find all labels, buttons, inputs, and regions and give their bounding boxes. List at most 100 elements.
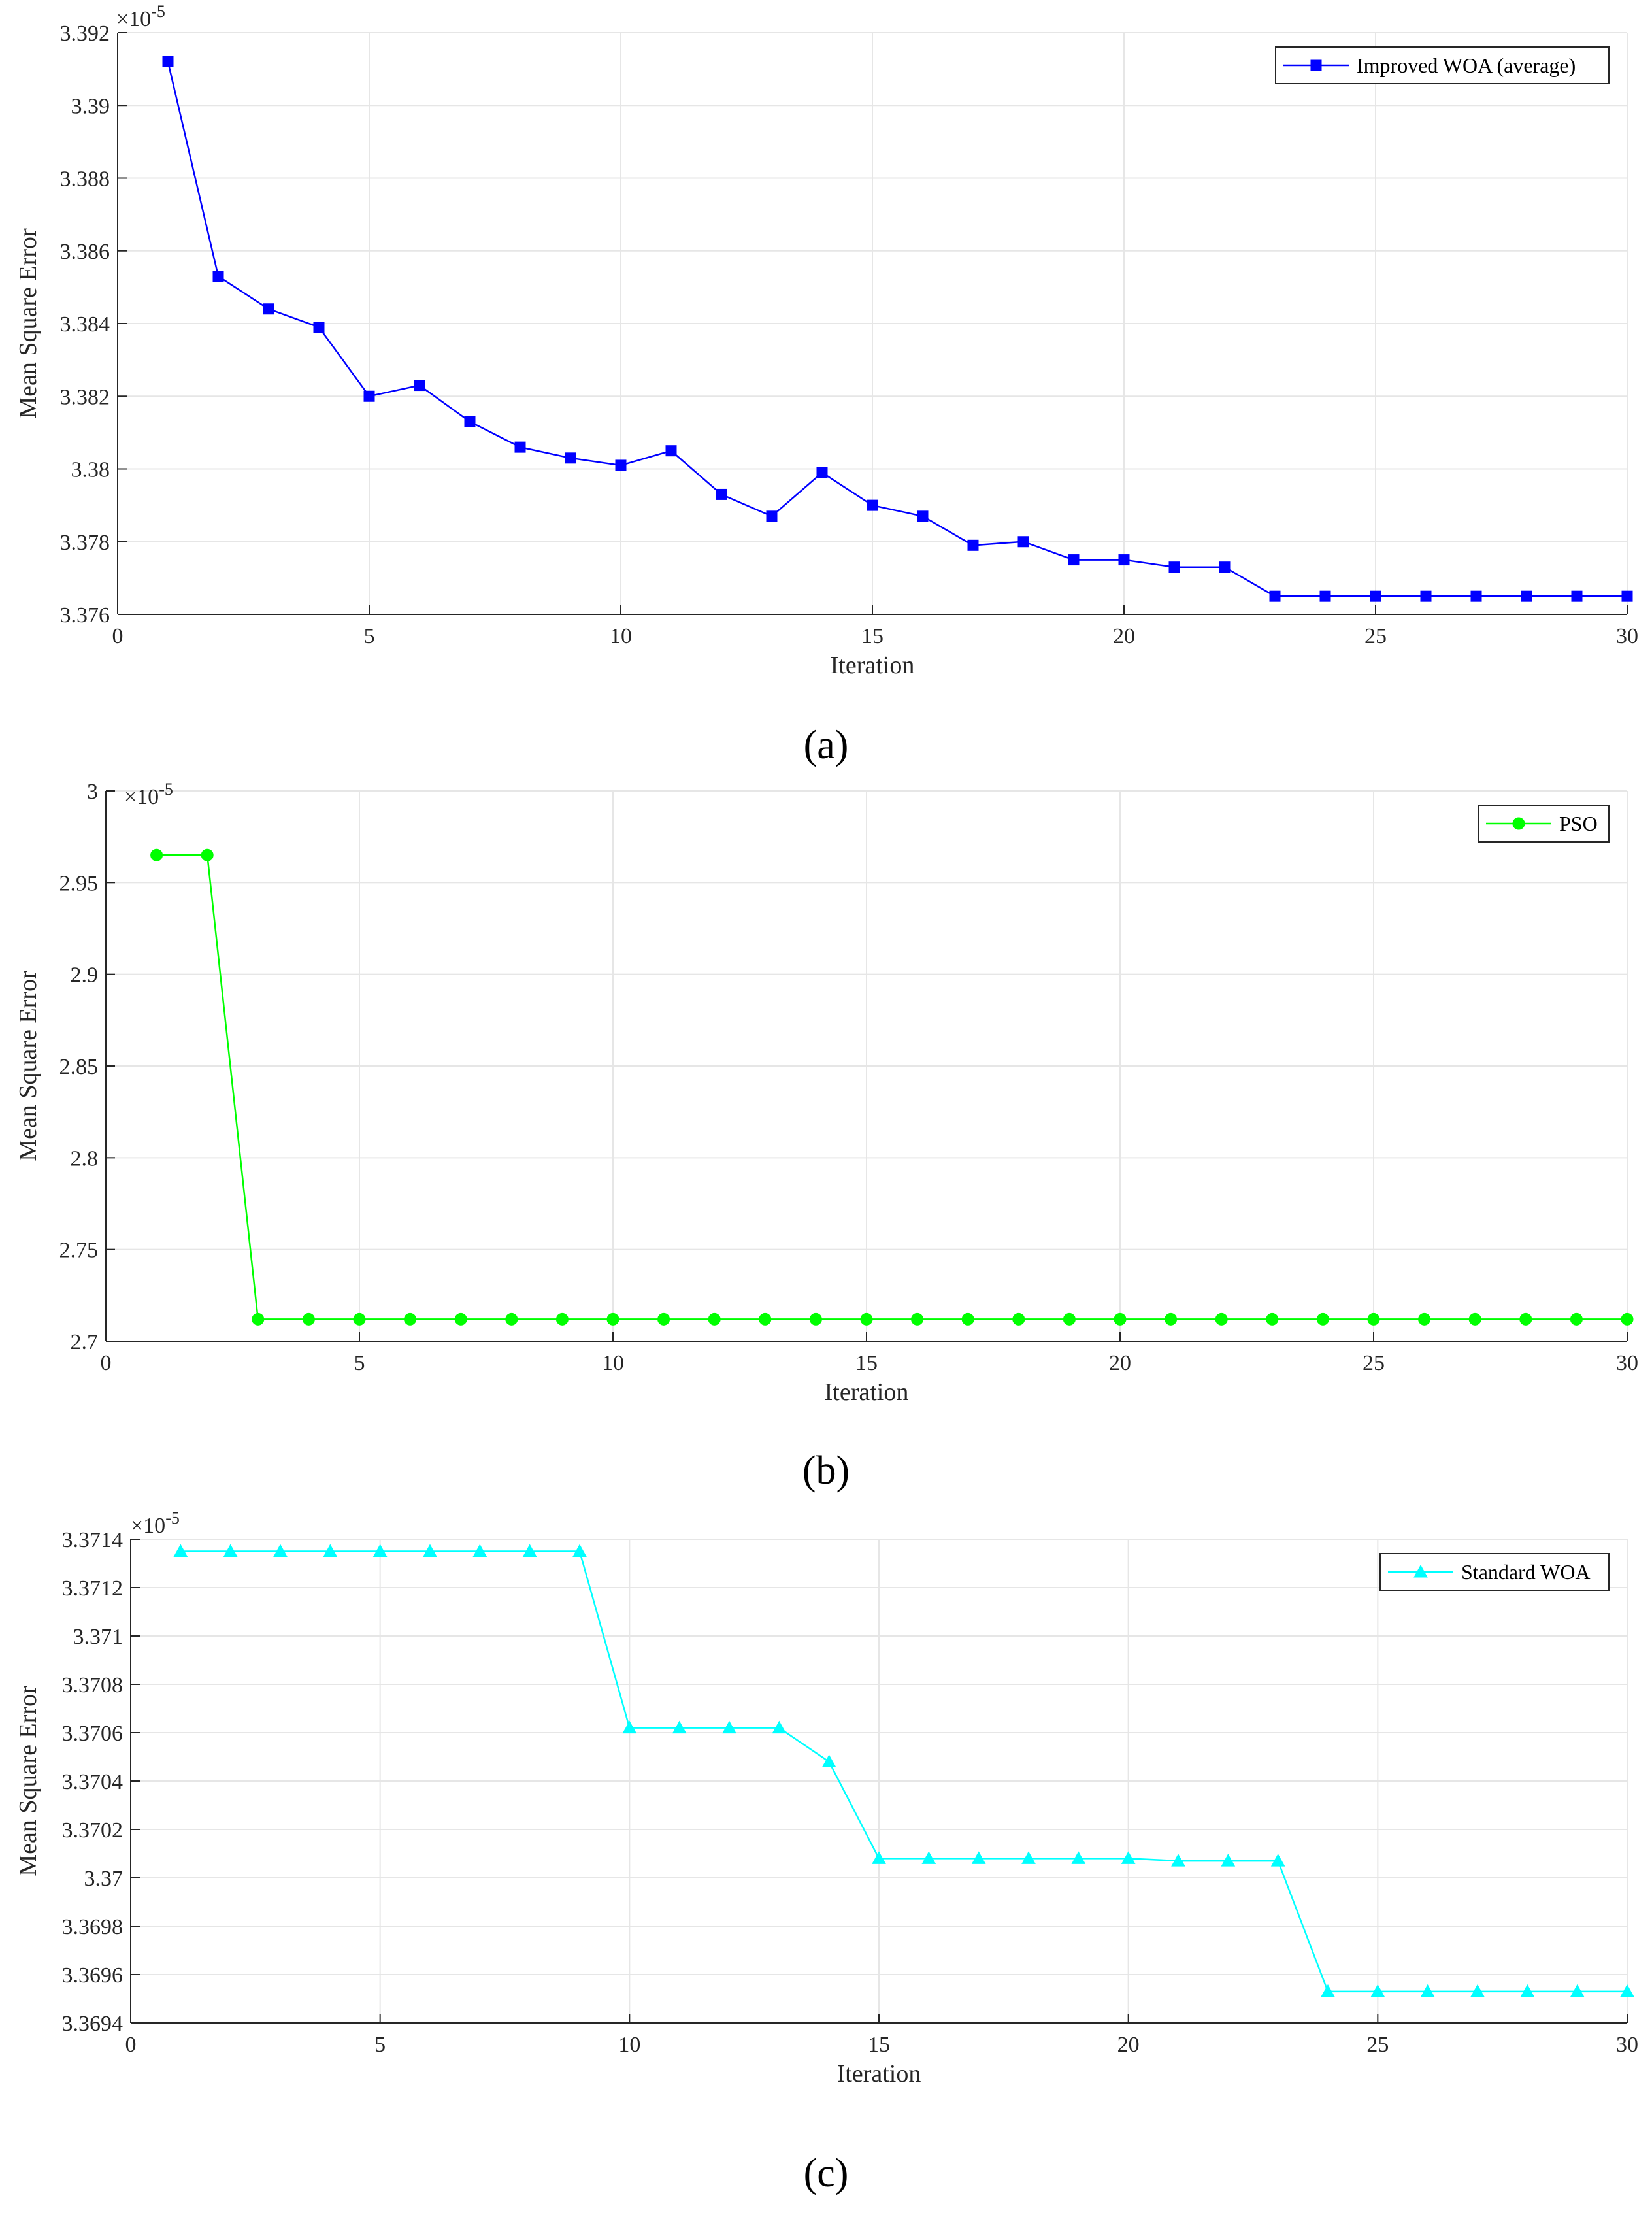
data-point bbox=[353, 1312, 366, 1326]
y-tick-label: 3.39 bbox=[71, 94, 110, 118]
subfigure-caption: (b) bbox=[802, 1448, 850, 1493]
y-tick-label: 3.37 bbox=[84, 1867, 124, 1891]
data-point bbox=[722, 1720, 736, 1734]
y-tick-label: 2.7 bbox=[71, 1330, 99, 1354]
data-point bbox=[522, 1544, 537, 1557]
data-point bbox=[1219, 561, 1231, 573]
data-point bbox=[1571, 590, 1583, 602]
y-tick-label: 3.3706 bbox=[62, 1722, 124, 1746]
data-point bbox=[1221, 1854, 1236, 1867]
x-tick-label: 25 bbox=[1366, 2033, 1389, 2057]
x-axis-title: Iteration bbox=[825, 1378, 909, 1406]
x-tick-label: 15 bbox=[855, 1351, 878, 1375]
y-tick-label: 3.3714 bbox=[62, 1528, 124, 1552]
y-tick-label: 3.3698 bbox=[62, 1915, 124, 1939]
y-tick-label: 2.75 bbox=[59, 1239, 99, 1263]
data-point bbox=[565, 452, 576, 464]
chart-panel-2: 0 5 10 15 20 25 302.72.752.82.852.92.953 ×10-5I… bbox=[14, 780, 1638, 1493]
data-point bbox=[1470, 590, 1482, 602]
y-tick-label: 3.3696 bbox=[62, 1963, 124, 1988]
legend: Standard WOA bbox=[1379, 1553, 1610, 1591]
x-tick-label: 20 bbox=[1117, 2033, 1140, 2057]
data-point bbox=[1570, 1984, 1585, 1997]
data-point bbox=[1114, 1312, 1127, 1326]
y-tick-label: 2.95 bbox=[59, 871, 99, 895]
data-point bbox=[816, 467, 828, 478]
legend-label: Standard WOA bbox=[1461, 1560, 1591, 1584]
data-point bbox=[1468, 1312, 1481, 1326]
data-point bbox=[759, 1312, 772, 1326]
data-point bbox=[1071, 1851, 1086, 1864]
legend: PSO bbox=[1478, 805, 1610, 843]
data-point bbox=[1519, 1312, 1532, 1326]
y-tick-label: 3.38 bbox=[71, 458, 110, 482]
data-point bbox=[606, 1312, 620, 1326]
x-tick-label: 10 bbox=[602, 1351, 624, 1375]
y-tick-label: 3.3708 bbox=[62, 1673, 124, 1697]
data-point bbox=[1420, 1984, 1435, 1997]
data-point bbox=[821, 1754, 836, 1767]
y-tick-label: 3.392 bbox=[60, 22, 110, 46]
data-point bbox=[1168, 561, 1180, 573]
data-point bbox=[313, 322, 325, 333]
y-tick-label: 3.3702 bbox=[62, 1818, 124, 1843]
data-point bbox=[212, 271, 224, 282]
y-axis-title: Mean Square Error bbox=[14, 228, 42, 419]
legend: Improved WOA (average) bbox=[1275, 46, 1610, 84]
legend-marker-swatch bbox=[1512, 817, 1525, 830]
data-point bbox=[1370, 1984, 1385, 1997]
data-point bbox=[414, 380, 425, 392]
data-point bbox=[273, 1544, 288, 1557]
data-point bbox=[454, 1312, 467, 1326]
series-line bbox=[156, 854, 1627, 1320]
data-point bbox=[1319, 590, 1331, 602]
data-point bbox=[423, 1544, 437, 1557]
chart-panel-1: 0 5 10 15 20 25 30 3.376 3.378 3.38 3.382 3.384 3.38… bbox=[14, 2, 1638, 767]
x-tick-label: 5 bbox=[364, 624, 375, 648]
data-point bbox=[263, 303, 274, 315]
data-point bbox=[809, 1312, 822, 1326]
data-point bbox=[150, 848, 163, 861]
subfigure-caption: (a) bbox=[804, 723, 849, 767]
data-point bbox=[917, 510, 929, 522]
data-point bbox=[766, 510, 778, 522]
data-point bbox=[1068, 554, 1080, 566]
data-point bbox=[372, 1544, 388, 1557]
data-point bbox=[555, 1312, 569, 1326]
data-point bbox=[1470, 1984, 1485, 1997]
data-point bbox=[162, 56, 174, 67]
data-point bbox=[1620, 1984, 1634, 1997]
data-point bbox=[1121, 1851, 1136, 1864]
data-point bbox=[1370, 590, 1381, 602]
data-point bbox=[1063, 1312, 1076, 1326]
data-point bbox=[622, 1720, 637, 1734]
data-point bbox=[514, 441, 526, 453]
y-axis-title: Mean Square Error bbox=[14, 1686, 42, 1877]
legend-marker-swatch bbox=[1310, 59, 1322, 71]
data-point bbox=[1215, 1312, 1228, 1326]
data-point bbox=[173, 1544, 188, 1557]
data-point bbox=[1420, 590, 1432, 602]
y-tick-label: 2.9 bbox=[71, 963, 99, 988]
data-point bbox=[505, 1312, 518, 1326]
y-tick-label: 3.388 bbox=[60, 167, 110, 192]
y-tick-label: 3.378 bbox=[60, 531, 110, 555]
data-point bbox=[971, 1851, 986, 1864]
x-tick-label: 20 bbox=[1109, 1351, 1131, 1375]
data-point bbox=[1621, 1312, 1634, 1326]
x-tick-label: 15 bbox=[868, 2033, 890, 2057]
data-point bbox=[1367, 1312, 1380, 1326]
y-tick-label: 3.384 bbox=[60, 312, 110, 337]
x-tick-label: 30 bbox=[1616, 624, 1638, 648]
x-tick-label: 30 bbox=[1616, 1351, 1638, 1375]
y-axis-title: Mean Square Error bbox=[14, 971, 42, 1161]
x-tick-label: 5 bbox=[354, 1351, 365, 1375]
x-tick-label: 25 bbox=[1364, 624, 1387, 648]
data-point bbox=[572, 1544, 587, 1557]
y-tick-label: 3.3694 bbox=[62, 2012, 124, 2036]
x-tick-label: 0 bbox=[101, 1351, 112, 1375]
y-tick-label: 3.3712 bbox=[62, 1577, 124, 1601]
x-tick-label: 5 bbox=[374, 2033, 386, 2057]
data-point bbox=[1118, 554, 1130, 566]
